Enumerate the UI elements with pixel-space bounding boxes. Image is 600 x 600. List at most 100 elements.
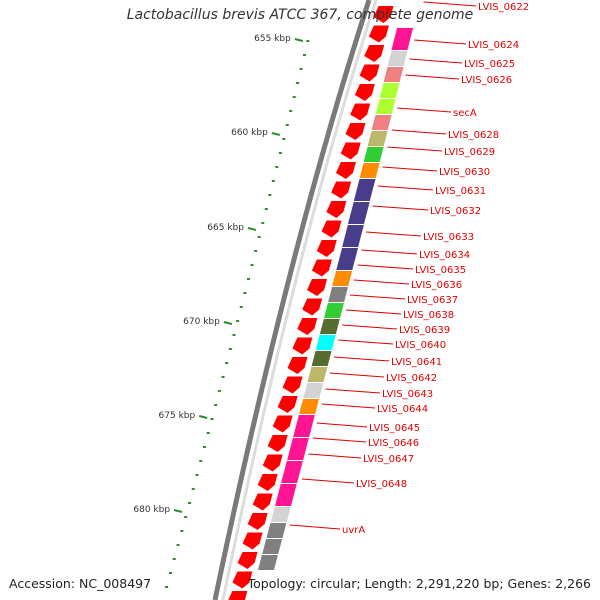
- cog-block: [299, 399, 320, 414]
- gene-label-leader: [349, 294, 406, 300]
- gene-label-leader: [382, 166, 438, 172]
- scale-label: 655 kbp: [254, 34, 291, 44]
- cog-block: [379, 83, 400, 98]
- scale-label: 660 kbp: [231, 128, 268, 138]
- gene-label-leader: [387, 146, 443, 152]
- gene-label-leader: [423, 1, 477, 7]
- gene-label-leader: [316, 422, 368, 428]
- gene-label-leader: [329, 372, 385, 378]
- cds-arrow: [302, 298, 323, 316]
- scale-tick: [187, 502, 191, 504]
- scale-tick: [172, 558, 176, 560]
- backbone-inner-line: [221, 0, 378, 600]
- scale-tick: [292, 96, 296, 98]
- scale-tick: [176, 544, 180, 546]
- cog-color-track: [257, 28, 414, 570]
- cds-arrow: [373, 6, 394, 23]
- scale-tick: [195, 474, 199, 476]
- forward-cds-track: [228, 6, 394, 600]
- scale-major-tick: [223, 321, 233, 325]
- scale-tick: [302, 54, 306, 56]
- gene-label: LVIS_0635: [415, 265, 466, 276]
- scale-tick: [225, 362, 229, 364]
- backbone-line: [212, 0, 372, 600]
- gene-label: secA: [453, 108, 477, 119]
- cog-block: [319, 319, 340, 334]
- cds-arrow: [340, 142, 361, 160]
- scale-major-tick: [247, 227, 257, 231]
- scale-tick: [210, 418, 214, 420]
- scale-tick: [221, 376, 225, 378]
- cds-arrow: [277, 396, 298, 413]
- scale-tick: [236, 320, 240, 322]
- scale-tick: [275, 166, 279, 168]
- scale-label: 680 kbp: [133, 505, 170, 515]
- gene-label: LVIS_0640: [395, 340, 446, 351]
- gene-label-leader: [321, 403, 376, 409]
- cog-block: [307, 367, 328, 382]
- gene-label: LVIS_0644: [377, 404, 428, 415]
- cds-arrow: [272, 415, 293, 433]
- cds-arrow: [267, 435, 288, 452]
- scale-tick: [184, 516, 188, 518]
- scale-label: 665 kbp: [207, 223, 244, 233]
- scale-labels: 655 kbp 660 kbp 665 kbp 670 kbp 675 kbp 680 k…: [133, 34, 304, 515]
- gene-label-leader: [301, 478, 355, 484]
- scale-major-tick: [294, 38, 304, 42]
- cog-block: [347, 202, 370, 224]
- cog-block: [266, 523, 287, 538]
- gene-label-leader: [391, 129, 447, 135]
- cds-arrow: [232, 571, 253, 589]
- gene-label: LVIS_0630: [439, 167, 490, 178]
- cog-block: [387, 51, 408, 66]
- gene-label-leader: [312, 437, 367, 443]
- scale-tick: [250, 264, 254, 266]
- cds-arrow: [247, 513, 268, 530]
- scale-tick: [296, 82, 300, 84]
- gene-label: uvrA: [342, 525, 365, 536]
- scale-tick: [264, 208, 268, 210]
- cog-block: [328, 287, 349, 302]
- cog-block: [363, 147, 384, 162]
- scale-tick: [306, 40, 310, 42]
- scale-major-tick: [198, 415, 208, 419]
- gene-label-leader: [414, 39, 467, 45]
- scale-tick: [246, 278, 250, 280]
- gene-label-leader: [377, 185, 434, 191]
- cog-block: [391, 28, 414, 50]
- cds-arrow: [307, 279, 328, 296]
- cds-arrow: [242, 532, 263, 550]
- cds-arrow: [262, 454, 283, 472]
- scale-tick: [232, 334, 236, 336]
- cog-block: [336, 248, 359, 270]
- scale-tick: [165, 586, 169, 588]
- cds-arrow: [311, 259, 332, 277]
- cog-block: [324, 303, 344, 318]
- cog-block: [315, 335, 336, 350]
- cog-block: [371, 115, 392, 130]
- cog-block: [353, 179, 376, 201]
- cog-block: [342, 225, 364, 247]
- cds-arrow: [364, 45, 385, 62]
- cog-block: [367, 131, 388, 146]
- cds-arrow: [359, 64, 380, 82]
- scale-tick: [217, 390, 221, 392]
- scale-tick: [202, 446, 206, 448]
- cog-block: [303, 383, 324, 398]
- gene-label-leader: [308, 453, 362, 459]
- cds-arrow: [237, 552, 258, 569]
- gene-label: LVIS_0624: [468, 40, 519, 51]
- scale-tick: [180, 530, 184, 532]
- gene-label: LVIS_0629: [444, 147, 495, 158]
- cds-arrow: [292, 337, 313, 355]
- cog-block: [281, 461, 303, 483]
- gene-label: LVIS_0636: [411, 280, 462, 291]
- cog-block: [262, 539, 283, 554]
- gene-label-leader: [361, 249, 418, 255]
- gene-label-leader: [346, 309, 402, 315]
- cds-arrow: [287, 357, 308, 374]
- gene-label: LVIS_0628: [448, 130, 499, 141]
- cds-arrow: [321, 220, 342, 238]
- scale-label: 675 kbp: [159, 411, 196, 421]
